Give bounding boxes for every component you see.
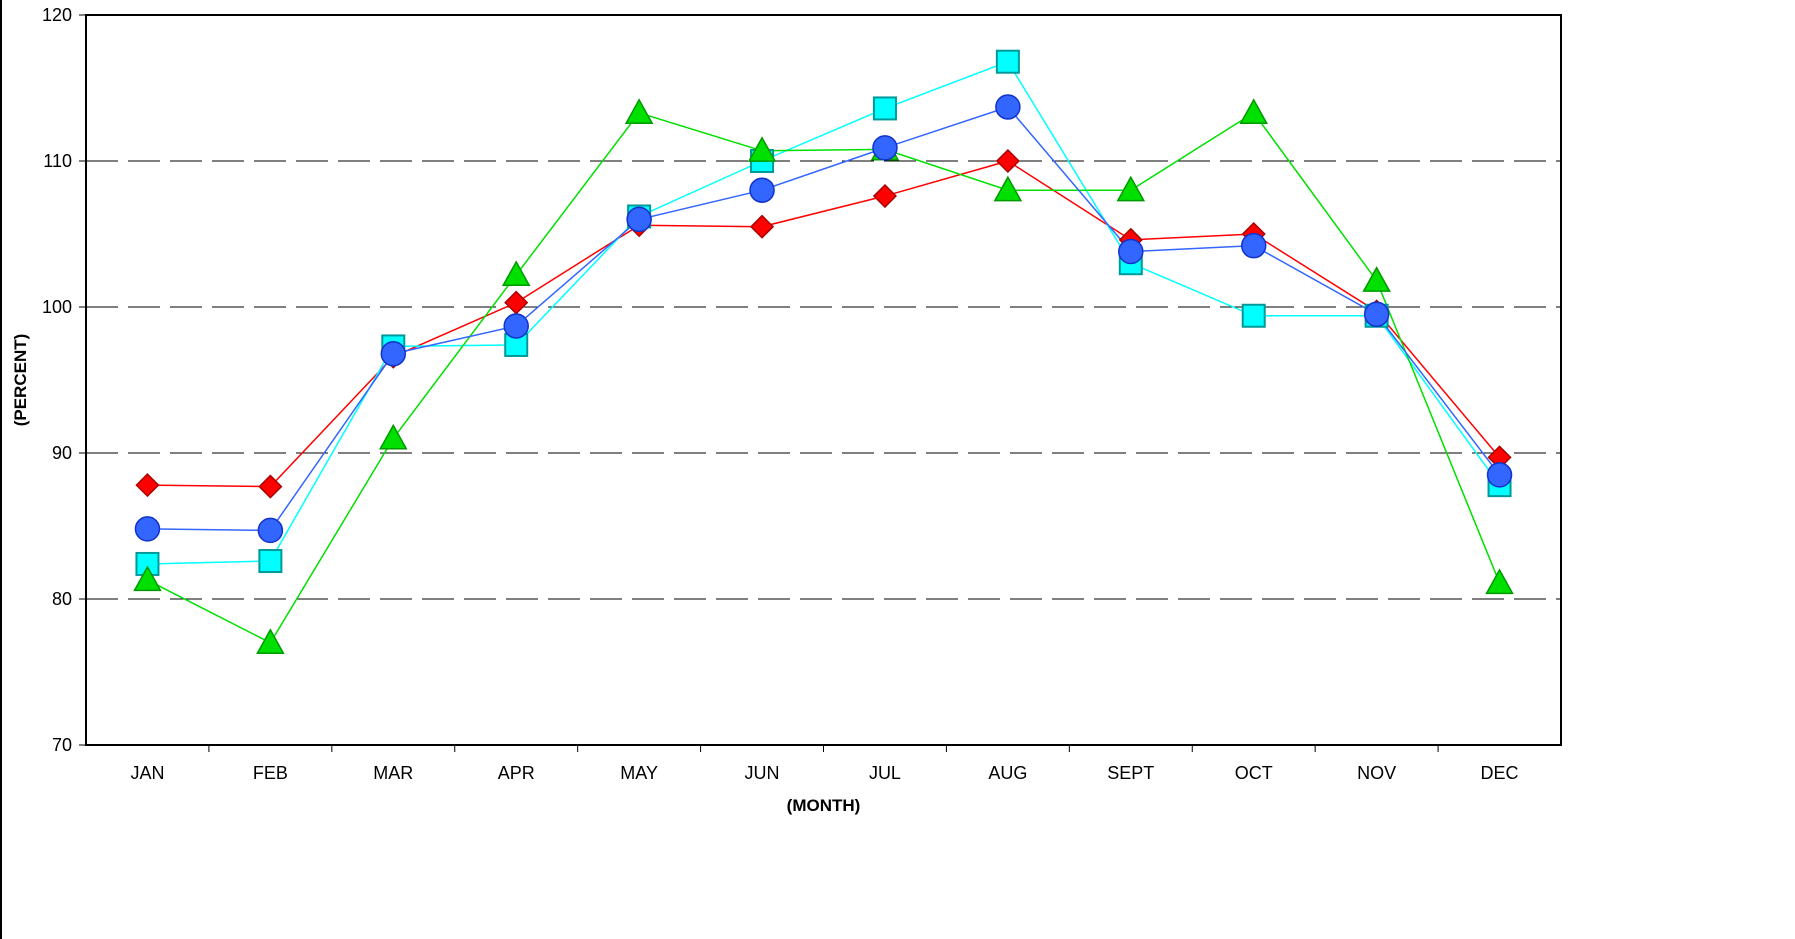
series-markers — [133, 49, 1514, 654]
x-tick-label-aug: AUG — [988, 763, 1027, 783]
point-triangle-mar — [379, 423, 408, 450]
point-triangle-dec — [1485, 568, 1514, 595]
point-triangle-apr — [501, 260, 531, 287]
point-circle-sept — [1118, 238, 1144, 265]
point-circle-jul — [872, 135, 898, 161]
point-circle-may — [626, 206, 652, 233]
point-diamond-jun — [749, 214, 775, 239]
point-circle-jan — [134, 516, 161, 542]
left-border — [0, 0, 2, 939]
x-tick-label-may: MAY — [620, 763, 658, 783]
y-tick-label-90: 90 — [52, 443, 72, 463]
point-square-aug — [995, 49, 1020, 74]
series-line-triangle — [147, 111, 1501, 644]
y-tick-label-70: 70 — [52, 735, 72, 755]
point-triangle-may — [624, 98, 654, 124]
point-triangle-oct — [1239, 98, 1268, 124]
point-triangle-sept — [1116, 175, 1146, 202]
gridlines — [86, 160, 1561, 600]
point-square-oct — [1241, 303, 1266, 328]
x-tick-label-apr: APR — [498, 763, 535, 783]
x-tick-label-feb: FEB — [253, 763, 288, 783]
point-circle-dec — [1486, 462, 1513, 488]
y-tick-label-120: 120 — [42, 5, 72, 25]
point-circle-apr — [503, 313, 529, 339]
y-tick-label-80: 80 — [52, 589, 72, 609]
plot-area-border — [85, 14, 1562, 746]
x-tick-label-jun: JUN — [745, 763, 780, 783]
x-axis-title: (MONTH) — [787, 796, 861, 815]
point-diamond-feb — [258, 474, 283, 499]
point-triangle-feb — [256, 628, 285, 654]
point-circle-nov — [1363, 301, 1390, 328]
point-circle-feb — [257, 517, 284, 544]
point-diamond-jul — [872, 183, 898, 209]
point-square-feb — [258, 549, 283, 574]
point-diamond-jan — [135, 473, 160, 498]
series-line-diamond — [147, 160, 1501, 488]
axes — [79, 14, 1562, 752]
point-square-jul — [872, 96, 897, 121]
point-triangle-nov — [1362, 266, 1391, 292]
y-tick-label-110: 110 — [43, 151, 72, 171]
series-line-circle — [147, 106, 1501, 532]
x-tick-label-dec: DEC — [1481, 763, 1519, 783]
point-diamond-aug — [995, 148, 1020, 174]
x-tick-label-oct: OCT — [1235, 763, 1273, 783]
point-triangle-jan — [133, 565, 162, 592]
point-triangle-aug — [993, 175, 1023, 202]
series-line-square — [147, 60, 1501, 565]
x-tick-label-nov: NOV — [1357, 763, 1396, 783]
y-axis-title: (PERCENT) — [11, 334, 30, 427]
x-tick-label-mar: MAR — [373, 763, 413, 783]
point-circle-mar — [380, 340, 407, 367]
point-circle-oct — [1240, 232, 1267, 259]
y-tick-label-100: 100 — [42, 297, 72, 317]
point-circle-jun — [749, 177, 775, 203]
point-circle-aug — [995, 94, 1021, 120]
tick-labels: 70 80 90 100 110 120 JAN FEB MAR APR MAY JUN JUL AUG S… — [42, 5, 1519, 783]
x-tick-label-jan: JAN — [130, 763, 164, 783]
x-tick-label-jul: JUL — [869, 763, 901, 783]
series-lines — [147, 60, 1501, 644]
point-triangle-jun — [747, 136, 777, 162]
x-tick-label-sept: SEPT — [1107, 763, 1154, 783]
point-diamond-apr — [504, 290, 529, 315]
